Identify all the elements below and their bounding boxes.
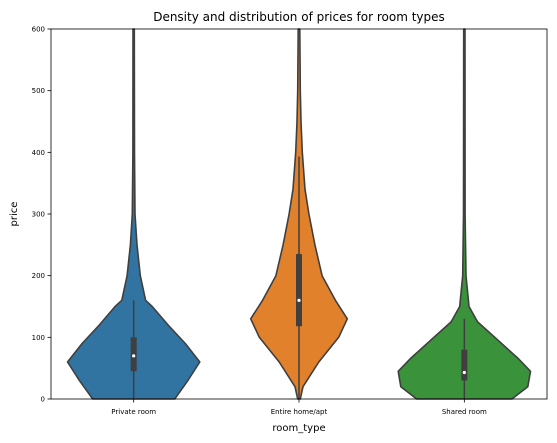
- iqr-box-shared-room: [461, 349, 468, 381]
- y-tick-label-100: 100: [32, 334, 45, 342]
- y-axis: 0 100 200 300 400 500 600: [32, 26, 51, 404]
- x-tick-label-shared-room: Shared room: [442, 408, 487, 416]
- x-tick-label-entire-home-apt: Entire home/apt: [271, 408, 328, 416]
- iqr-box-entire-home-apt: [296, 254, 302, 327]
- y-tick-label-600: 600: [32, 26, 45, 34]
- median-point-shared-room: [462, 370, 466, 375]
- median-point-private-room: [132, 354, 136, 358]
- y-tick-label-500: 500: [32, 87, 45, 95]
- y-axis-label: price: [9, 202, 20, 227]
- violins-layer: [66, 28, 532, 400]
- y-tick-label-400: 400: [32, 149, 45, 157]
- y-tick-label-200: 200: [32, 272, 45, 280]
- y-tick-label-0: 0: [41, 396, 45, 404]
- x-axis-label: room_type: [272, 423, 325, 434]
- x-tick-label-private-room: Private room: [111, 408, 156, 416]
- plot-frame: [50, 28, 548, 400]
- median-point-entire-home-apt: [297, 298, 301, 302]
- y-tick-label-300: 300: [32, 211, 45, 219]
- x-axis: Private room Entire home/apt Shared room: [111, 399, 487, 416]
- chart-title: Density and distribution of prices for r…: [153, 10, 445, 24]
